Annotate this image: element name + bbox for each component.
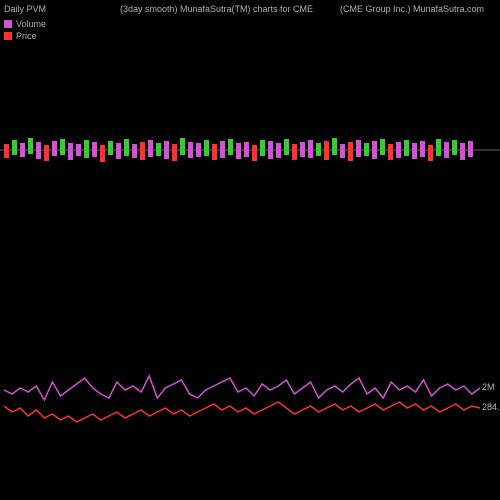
header-center: (3day smooth) MunafaSutra(TM) charts for… [120,4,313,14]
legend-swatch-volume [4,20,12,28]
header-right: (CME Group Inc.) MunafaSutra.com [340,4,484,14]
chart-container: Daily PVM (3day smooth) MunafaSutra(TM) … [0,0,500,500]
header-left: Daily PVM [4,4,46,14]
legend: Volume Price [4,18,46,42]
price-axis-label: 284.68 [482,402,500,412]
chart-header: Daily PVM (3day smooth) MunafaSutra(TM) … [0,4,500,18]
legend-label-price: Price [16,30,37,42]
legend-row-price: Price [4,30,46,42]
legend-label-volume: Volume [16,18,46,30]
legend-swatch-price [4,32,12,40]
volume-axis-label: 2M [482,382,495,392]
legend-row-volume: Volume [4,18,46,30]
chart-svg [0,0,500,500]
